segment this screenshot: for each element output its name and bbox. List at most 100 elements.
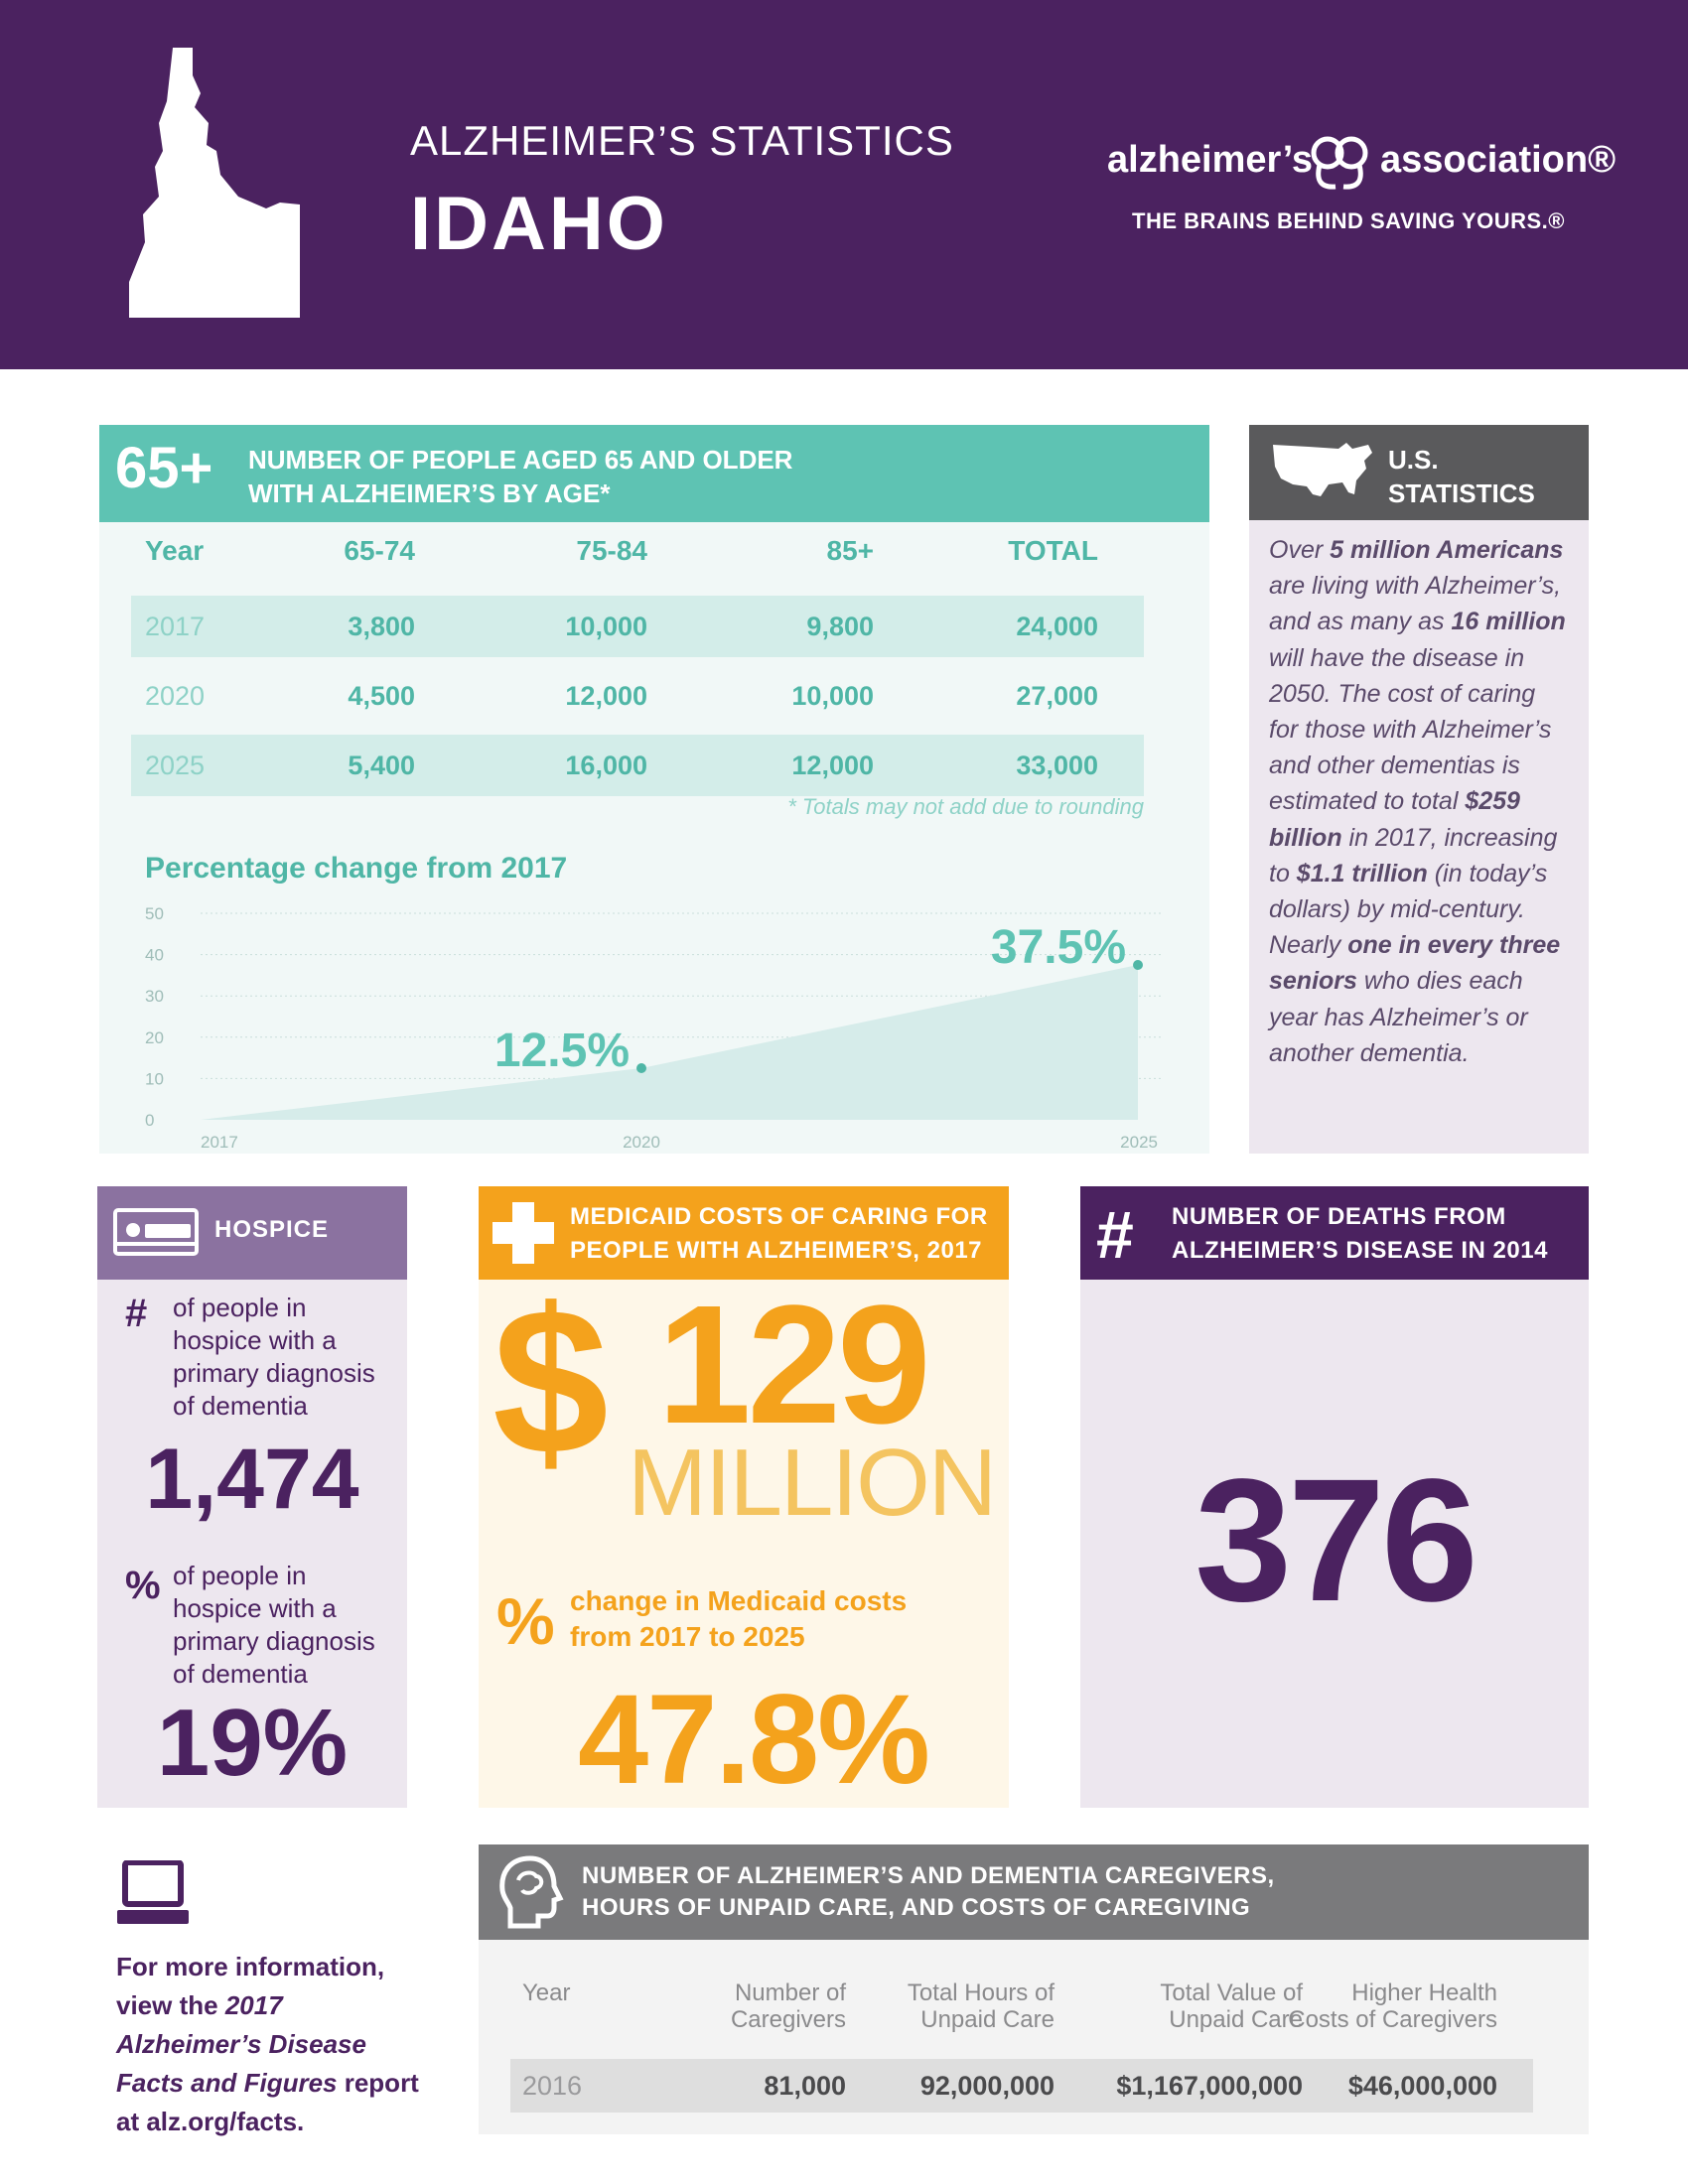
row-75-84: 12,000 <box>565 681 647 711</box>
deaths-title-line2: ALZHEIMER’S DISEASE IN 2014 <box>1172 1237 1548 1264</box>
us-text-bold: one in every three seniors <box>1269 931 1561 996</box>
more-info-text-part: view the <box>116 1990 225 2020</box>
age-badge: 65+ <box>115 436 213 500</box>
deaths-panel: 376 <box>1080 1280 1589 1808</box>
us-text-bold: 5 million Americans <box>1330 536 1564 564</box>
age-table-header: Year 65-74 75-84 85+ TOTAL <box>131 528 1144 582</box>
tagline: THE BRAINS BEHIND SAVING YOURS.® <box>1132 208 1565 233</box>
row-total: 33,000 <box>1016 751 1098 780</box>
table-row: 2017 3,800 10,000 9,800 24,000 <box>131 596 1144 657</box>
deaths-title: NUMBER OF DEATHS FROM ALZHEIMER’S DISEAS… <box>1172 1200 1548 1268</box>
us-text-bold: $1.1 trillion <box>1296 859 1428 887</box>
chart-title: Percentage change from 2017 <box>145 852 568 885</box>
row-health-costs: $46,000,000 <box>1347 2071 1497 2101</box>
dollar-symbol: $ <box>492 1265 609 1498</box>
age-table: Year 65-74 75-84 85+ TOTAL 2017 3,800 10… <box>131 528 1144 804</box>
col-year: Year <box>522 1979 571 2006</box>
x-tick-label: 2025 <box>1120 1133 1158 1152</box>
us-text: will have the disease in 2050. The cost … <box>1269 643 1552 816</box>
more-info-text: For more information, view the 2017 Alzh… <box>116 1948 454 2141</box>
logo-text-left: alzheimer’s <box>1107 139 1313 181</box>
data-point <box>1133 960 1143 970</box>
row-total: 24,000 <box>1016 612 1098 641</box>
us-text: (in today’s dollars) by mid-century. Nea… <box>1269 859 1548 960</box>
percent-symbol: % <box>496 1584 555 1658</box>
col-total: TOTAL <box>1008 535 1098 566</box>
alzheimers-association-logo[interactable]: alzheimer’s association® <box>1107 136 1616 199</box>
us-title-line2: STATISTICS <box>1388 478 1535 508</box>
row-value: $1,167,000,000 <box>1116 2071 1303 2101</box>
age-section-header: 65+ NUMBER OF PEOPLE AGED 65 AND OLDER W… <box>99 425 1209 522</box>
medical-cross-icon <box>492 1202 554 1264</box>
medicaid-header: MEDICAID COSTS OF CARING FOR PEOPLE WITH… <box>479 1186 1009 1280</box>
data-label: 37.5% <box>991 921 1126 974</box>
col-85-plus: 85+ <box>826 535 875 566</box>
x-tick-label: 2017 <box>201 1133 238 1152</box>
header-banner: ALZHEIMER’S STATISTICS IDAHO alzheimer’s… <box>0 0 1688 369</box>
more-info-line2: view the 2017 <box>116 1986 454 2025</box>
medicaid-pct-line1: change in Medicaid costs <box>570 1585 908 1616</box>
col-year: Year <box>145 535 205 566</box>
more-info-italic: Alzheimer’s Disease <box>116 2029 366 2059</box>
y-tick-label: 20 <box>145 1028 164 1047</box>
more-info-link[interactable]: at alz.org/facts. <box>116 2107 305 2136</box>
us-text-bold: 16 million <box>1451 608 1566 636</box>
caregivers-title: NUMBER OF ALZHEIMER’S AND DEMENTIA CAREG… <box>582 1860 1275 1924</box>
caregivers-title-line1: NUMBER OF ALZHEIMER’S AND DEMENTIA CAREG… <box>582 1862 1275 1889</box>
medicaid-pct-label: change in Medicaid costs from 2017 to 20… <box>570 1583 907 1655</box>
table-row: 2016 81,000 92,000,000 $1,167,000,000 $4… <box>510 2059 1533 2113</box>
col-value: Total Value of Unpaid Care <box>1160 1979 1303 2033</box>
hospice-title: HOSPICE <box>214 1216 330 1243</box>
us-text-bold: $259 billion <box>1269 787 1520 852</box>
bed-icon <box>113 1208 199 1256</box>
col-hours-line2: Unpaid Care <box>920 2006 1055 2033</box>
hospice-header: HOSPICE <box>97 1186 407 1280</box>
medicaid-title: MEDICAID COSTS OF CARING FOR PEOPLE WITH… <box>570 1200 988 1268</box>
logo-text-right: association® <box>1380 139 1617 181</box>
hospice-count-value: 1,474 <box>145 1432 359 1527</box>
table-row: 2025 5,400 16,000 12,000 33,000 <box>131 735 1144 796</box>
caregivers-table: Year Number of Caregivers Total Hours of U… <box>510 1979 1533 2113</box>
us-stats-header: U.S. STATISTICS <box>1249 425 1589 520</box>
us-title-line1: U.S. <box>1388 445 1439 475</box>
row-75-84: 16,000 <box>565 751 647 780</box>
row-caregivers: 81,000 <box>764 2071 846 2101</box>
row-total: 27,000 <box>1016 681 1098 711</box>
row-year: 2020 <box>145 681 206 711</box>
x-tick-label: 2020 <box>623 1133 660 1152</box>
laptop-icon <box>117 1860 189 1924</box>
age-section-title: NUMBER OF PEOPLE AGED 65 AND OLDER WITH … <box>248 443 1003 510</box>
row-85-plus: 9,800 <box>806 612 874 641</box>
us-stats-title: U.S. STATISTICS <box>1388 443 1535 510</box>
hospice-pct-value: 19% <box>156 1690 349 1796</box>
y-tick-label: 30 <box>145 987 164 1006</box>
us-text: who dies each year has Alzheimer’s or an… <box>1269 967 1528 1067</box>
table-row: 2020 4,500 12,000 10,000 27,000 <box>131 665 1144 727</box>
hospice-panel: # of people in hospice with a primary di… <box>97 1280 407 1808</box>
hospice-pct-label: of people in hospice with a primary diag… <box>173 1561 375 1689</box>
hash-symbol: # <box>1096 1197 1134 1273</box>
us-stats-text: Over 5 million Americans are living with… <box>1249 520 1589 1154</box>
rounding-note: * Totals may not add due to rounding <box>787 794 1144 819</box>
col-value-line2: Unpaid Care <box>1169 2006 1303 2033</box>
col-65-74: 65-74 <box>344 535 415 566</box>
medicaid-pct-line2: from 2017 to 2025 <box>570 1621 805 1652</box>
row-75-84: 10,000 <box>565 612 647 641</box>
page-subtitle: ALZHEIMER’S STATISTICS <box>410 117 954 164</box>
human-head-icon <box>499 1855 564 1929</box>
data-label: 12.5% <box>494 1024 630 1077</box>
deaths-value: 376 <box>1195 1443 1478 1638</box>
us-text: in 2017, increasing to <box>1269 823 1558 887</box>
caregivers-title-line2: HOURS OF UNPAID CARE, AND COSTS OF CAREG… <box>582 1894 1251 1921</box>
deaths-title-line1: NUMBER OF DEATHS FROM <box>1172 1203 1506 1230</box>
y-tick-label: 10 <box>145 1069 164 1088</box>
row-65-74: 4,500 <box>348 681 415 711</box>
col-hours-line1: Total Hours of <box>907 1979 1055 2006</box>
us-text: are living with Alzheimer’s, and as many… <box>1269 572 1562 636</box>
row-hours: 92,000,000 <box>919 2071 1055 2101</box>
medicaid-pct-value: 47.8% <box>578 1669 930 1811</box>
col-caregivers-line1: Number of <box>734 1979 846 2006</box>
row-85-plus: 10,000 <box>791 681 874 711</box>
caregivers-header: NUMBER OF ALZHEIMER’S AND DEMENTIA CAREG… <box>479 1844 1589 1940</box>
hash-symbol: # <box>125 1292 148 1335</box>
